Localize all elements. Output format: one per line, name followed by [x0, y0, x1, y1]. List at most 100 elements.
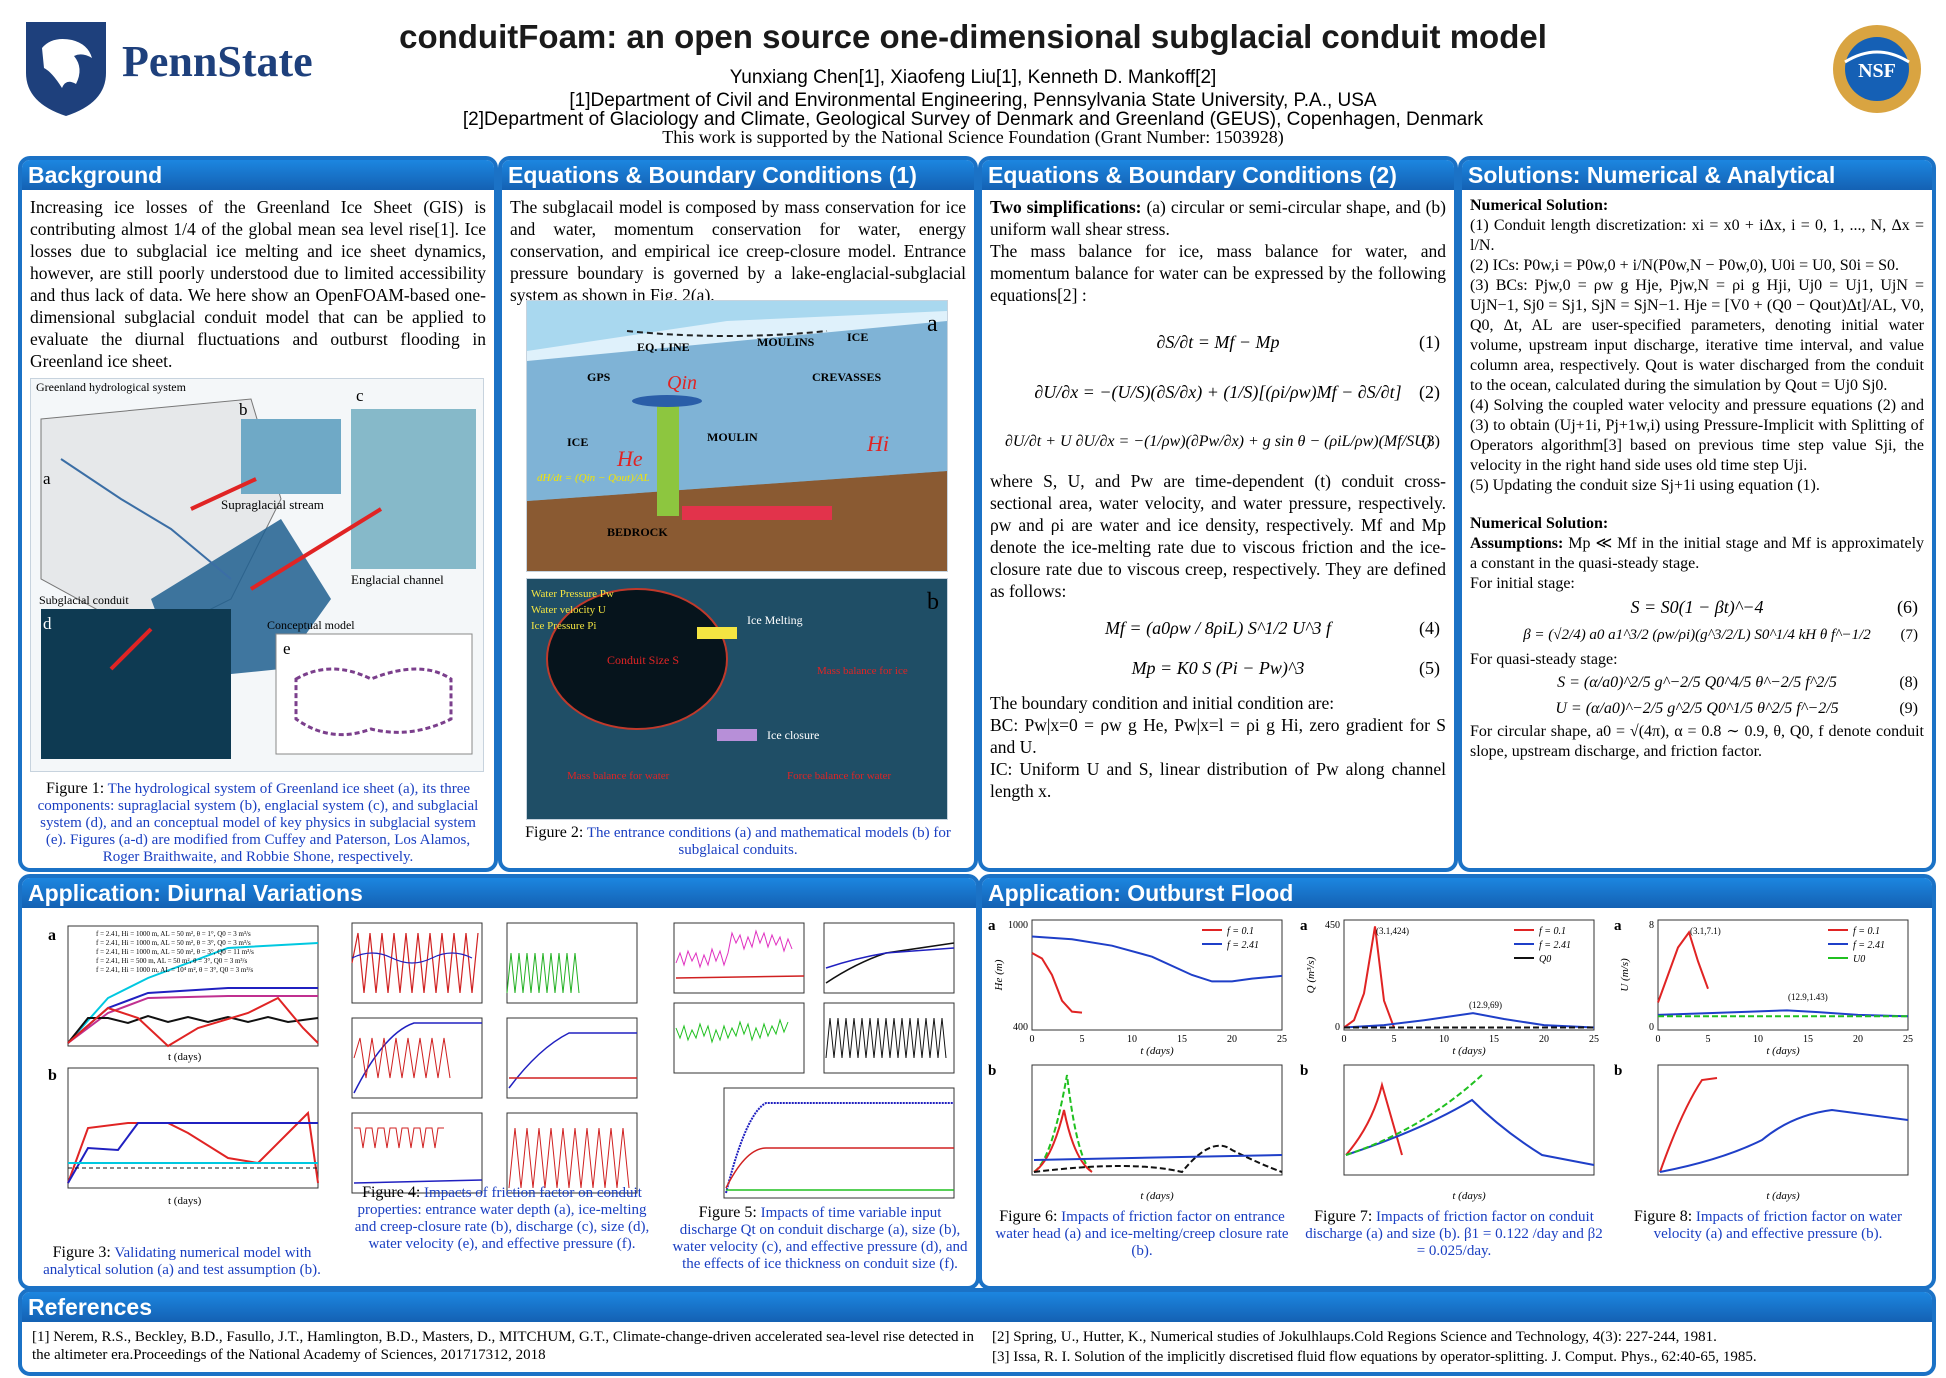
fig2a-label-he: He: [616, 446, 643, 471]
legend-entry: Q0: [1539, 954, 1551, 965]
equation-7: β = (√2/4) a0 a1^3/2 (ρw/ρi)(g^3/2/L) S0…: [1523, 627, 1918, 643]
variable-definitions: where S, U, and Pw are time-dependent (t…: [990, 471, 1446, 601]
conduit-physics-diagram: b Water Pressure Pw Water velocity U Ice…: [531, 588, 939, 782]
figure-1-caption: Figure 1: The hydrological system of Gre…: [37, 780, 479, 865]
figure-7-caption: Figure 7: Impacts of friction factor on …: [1305, 1208, 1603, 1259]
x-tick-label: 20: [1539, 1034, 1549, 1045]
x-tick-label: 25: [1903, 1034, 1913, 1045]
chart-frame: [1657, 1064, 1909, 1176]
legend-entry: U0: [1853, 954, 1865, 965]
fig3-legend-4: f = 2.41, Hi = 500 m, AL = 50 m², θ = 3°…: [96, 957, 247, 965]
y-tick-label: 0: [1649, 1022, 1654, 1033]
series-line: [1657, 1009, 1909, 1018]
pennstate-logo: PennState: [22, 18, 342, 116]
figure-2-caption: Figure 2: The entrance conditions (a) an…: [525, 824, 951, 858]
fig2a-label-dhdt: dH/dt = (Qin − Qout)/AL: [537, 472, 650, 484]
fig3-panel-b: b: [48, 1067, 57, 1084]
fig2b-label-fbw: Force balance for water: [787, 770, 891, 782]
figure-4-caption: Figure 4: Impacts of friction factor on …: [354, 1184, 650, 1252]
y-tick-label: 400: [1013, 1022, 1028, 1033]
figure-2a: a ICE EQ. LINE MOULINS CREVASSES GPS Qin…: [526, 300, 948, 572]
fig1-label-e: e: [283, 639, 291, 658]
figure-5-plots: [673, 922, 955, 1199]
figure-4-plots: [351, 922, 638, 1194]
fig1-label-conceptual: Conceptual model: [267, 618, 355, 632]
diurnal-heading: Application: Diurnal Variations: [22, 878, 976, 908]
fig6b-mf-line: [1033, 1109, 1093, 1173]
fig8b-f241-line: [1659, 1108, 1909, 1173]
fig3-legend-2: f = 2.41, Hi = 1000 m, AL = 50 m², θ = 3…: [96, 939, 251, 947]
fig2b-label-wp: Water Pressure Pw: [531, 588, 614, 600]
fig1-label-stream: Supraglacial stream: [221, 497, 324, 512]
y-axis-label: Q (m³/s): [1305, 956, 1317, 993]
x-tick-label: 10: [1753, 1034, 1763, 1045]
fig2a-label-crevasses: CREVASSES: [812, 370, 881, 384]
fig2b-label-mbw: Mass balance for water: [567, 770, 670, 782]
equations-2-heading: Equations & Boundary Conditions (2): [982, 160, 1454, 190]
fig7b-beta-line: [1345, 1074, 1483, 1156]
x-axis-label: t (days): [1140, 1190, 1174, 1202]
legend-entry: f = 0.1: [1539, 926, 1566, 937]
fig2a-label-ice: ICE: [567, 435, 588, 449]
x-axis-label: t (days): [1766, 1045, 1800, 1057]
figure-1: Greenland hydrological system a b c Supr…: [30, 378, 484, 772]
fig2a-label-eqline: EQ. LINE: [637, 340, 690, 354]
fig1-label-d: d: [43, 614, 52, 633]
x-tick-label: 0: [1656, 1034, 1661, 1045]
analytical-title: Numerical Solution:: [1470, 515, 1609, 532]
equation-1: ∂S/∂t = Mf − Mp (1): [1156, 332, 1440, 352]
circular-shape-note: For circular shape, a0 = √(4π), α = 0.8 …: [1470, 723, 1924, 760]
x-tick-label: 10: [1127, 1034, 1137, 1045]
background-text: Increasing ice losses of the Greenland I…: [30, 197, 486, 371]
equations-1-text: The subglacail model is composed by mass…: [510, 197, 966, 305]
x-axis-label: t (days): [1452, 1190, 1486, 1202]
poster-title: conduitFoam: an open source one-dimensio…: [399, 18, 1547, 55]
x-tick-label: 25: [1589, 1034, 1599, 1045]
legend-entry: f = 0.1: [1227, 926, 1254, 937]
nittany-lion-shield-icon: [26, 22, 106, 116]
references-heading: References: [22, 1292, 1932, 1322]
poster-header: PennState conduitFoam: an open source on…: [0, 0, 1946, 150]
reference-3: [3] Issa, R. I. Solution of the implicit…: [992, 1349, 1757, 1365]
references-panel: References [1] Nerem, R.S., Beckley, B.D…: [18, 1288, 1936, 1376]
annotation-q-second: (12.9,69): [1469, 1000, 1502, 1010]
fig6b-mf241-line: [1033, 1154, 1283, 1161]
fig2b-label-mbi: Mass balance for ice: [817, 665, 908, 677]
nsf-logo-text: NSF: [1858, 60, 1896, 82]
figure-8-caption: Figure 8: Impacts of friction factor on …: [1633, 1208, 1903, 1242]
equation-8: S = (α/a0)^2/5 g^−2/5 Q0^4/5 θ^−2/5 f^2/…: [1557, 674, 1918, 691]
fig2a-label-moulins: MOULINS: [757, 335, 815, 349]
legend-entry: f = 2.41: [1539, 940, 1571, 951]
panel-letter: a: [1614, 918, 1622, 934]
fig3a-xlabel: t (days): [168, 1051, 202, 1063]
fig3-legend-3: f = 2.41, Hi = 1000 m, AL = 50 m², θ = 3…: [96, 948, 254, 956]
background-panel: Background Increasing ice losses of the …: [18, 156, 498, 872]
solutions-panel: Solutions: Numerical & Analytical Numeri…: [1458, 156, 1936, 872]
fig2b-label-melting: Ice Melting: [747, 613, 803, 627]
equation-5: Mp = K0 S (Pi − Pw)^3 (5): [1131, 658, 1440, 678]
step-2: (2) ICs: P0w,i = P0w,0 + i/N(P0w,N − P0w…: [1470, 257, 1899, 274]
fig6b-mp241-line: [1033, 1144, 1283, 1174]
fig2a-label-moulin: MOULIN: [707, 430, 758, 444]
boundary-condition: BC: Pw|x=0 = ρw g He, Pw|x=l = ρi g Hi, …: [990, 715, 1446, 757]
figure-5-caption: Figure 5: Impacts of time variable input…: [672, 1204, 968, 1272]
balance-intro: The mass balance for ice, mass balance f…: [990, 241, 1446, 305]
background-heading: Background: [22, 160, 494, 190]
fig2b-label-b: b: [927, 589, 939, 615]
grant-support: This work is supported by the National S…: [662, 127, 1284, 147]
series-line: [1657, 930, 1709, 1003]
fig2b-label-wv: Water velocity U: [531, 604, 606, 616]
panel-letter: b: [988, 1063, 996, 1079]
legend-entry: f = 2.41: [1853, 940, 1885, 951]
equation-3: ∂U/∂t + U ∂U/∂x = −(1/ρw)(∂Pw/∂x) + g si…: [1004, 433, 1440, 450]
y-tick-label: 8: [1649, 920, 1654, 931]
legend-entry: f = 2.41: [1227, 940, 1259, 951]
panel-letter: b: [1300, 1063, 1308, 1079]
x-tick-label: 5: [1392, 1034, 1397, 1045]
fig2a-label-ice-top: ICE: [847, 330, 868, 344]
step-5: (5) Updating the conduit size Sj+1i usin…: [1470, 477, 1820, 494]
x-tick-label: 15: [1489, 1034, 1499, 1045]
nsf-logo-icon: NSF: [1833, 25, 1921, 113]
affiliation-1: [1]Department of Civil and Environmental…: [569, 90, 1377, 111]
